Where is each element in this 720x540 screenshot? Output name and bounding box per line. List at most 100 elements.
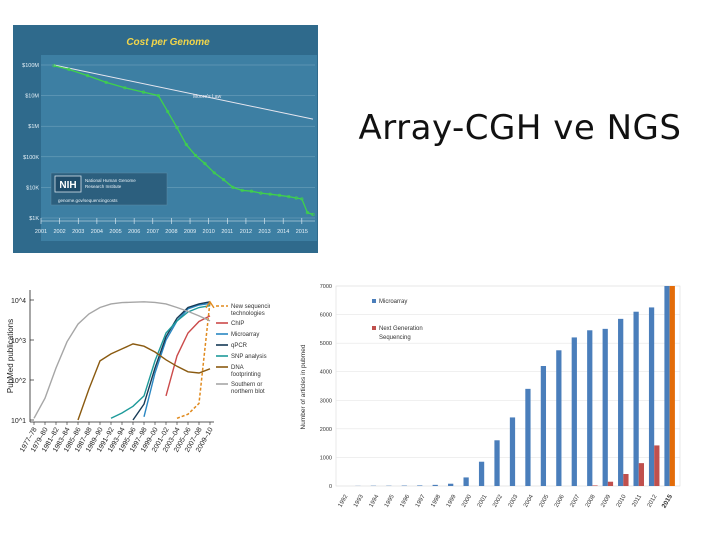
data-point [194,153,198,158]
data-point [166,110,170,114]
x-tick-label: 2014 [277,229,289,235]
y-tick-label: 6000 [320,313,332,319]
legend-label: Next Generation Sequencing [379,326,423,341]
x-tick-label: 2002 [54,229,66,235]
legend-label: qPCR [231,343,248,349]
legend-swatch [372,299,376,303]
y-tick-label: $1K [29,216,39,222]
series-line [77,343,211,421]
data-point [141,90,146,94]
data-point [184,143,188,147]
y-axis-label: PubMed publications [6,319,15,393]
bar-microarray [540,366,547,486]
plot-area [41,55,317,241]
data-point [67,67,71,71]
arrowhead [205,300,215,309]
x-tick-label: 2008 [165,229,177,235]
y-tick-label: $1M [28,124,39,130]
data-point [212,171,216,175]
bar-microarray [509,417,516,486]
bar-microarray [571,337,577,486]
data-point [203,161,207,166]
x-tick-label: 2011 [221,229,233,235]
data-point [175,126,179,130]
cost-per-genome-chart: Cost per Genome $100M $10M $1M $100K $10K $1K… [13,25,318,253]
y-tick-label: 10^2 [11,378,26,385]
x-tick-label: 2012 [240,229,252,235]
x-tick-label: 2009 [184,229,196,235]
y-tick-label: $10M [25,94,39,100]
bar-microarray [478,461,485,486]
legend-label: Microarray [379,299,407,305]
bar-microarray [432,484,438,486]
y-tick-label: 3000 [320,398,332,404]
bar-ngs [623,474,629,486]
data-point [300,197,304,201]
chart-title: Cost per Genome [126,37,210,48]
x-tick-label: 2013 [258,229,270,235]
data-point [156,93,160,98]
series-line [110,305,211,419]
data-point [85,74,90,78]
logo-url: genome.gov/sequencingcosts [58,198,118,203]
legend-label: Microarray [231,332,259,338]
data-point [311,212,315,217]
series-line-dashed [176,301,211,420]
legend-swatch [372,326,376,330]
bar-microarray [463,477,469,486]
bar-microarray [618,318,624,486]
bar-microarray [664,286,670,486]
y-tick-label: 0 [329,484,332,490]
y-axis-label: Number of articles in pubmed [300,344,307,429]
x-tick-label: 2007 [147,229,159,235]
bar-microarray [587,330,593,486]
x-tick-label: 2004 [91,229,103,235]
cost-per-genome-line [53,65,314,216]
data-point [287,195,291,199]
nih-logo-text: NIH [59,180,76,191]
plot-area [335,285,681,487]
x-tick-label: 2015 [296,229,308,235]
data-point [294,196,298,200]
slide-title: Array-CGH ve NGS [358,108,682,148]
x-tick-label: 2011 [631,493,643,508]
y-tick-label: $100K [23,155,39,161]
data-point [123,86,127,90]
bar-microarray [448,483,454,486]
data-point [277,193,282,197]
x-tick-label: 2010 [203,229,215,235]
data-point [268,192,272,196]
svg-text:Research Institute: Research Institute [85,184,122,189]
data-point [104,80,108,85]
data-point [305,211,310,215]
y-tick-label: 2000 [320,427,332,433]
legend-label: New sequencingtechnologies [231,304,270,317]
data-point [249,189,254,193]
x-tick-label: 2001 [35,229,47,235]
bar-ngs [654,445,660,486]
series-line [33,301,211,419]
legend-label: DNA footprinting [231,365,261,378]
bar-ngs [607,481,614,486]
y-tick-label: 10^3 [11,338,26,345]
pubmed-publications-chart: PubMed publications 10^410^310^210^1 197… [4,282,270,478]
bar-microarray [633,311,639,486]
data-point [259,191,263,195]
x-tick-label: 2003 [72,229,84,235]
series-line [165,315,211,397]
y-tick-label: $100M [22,63,39,69]
data-point [221,177,226,182]
bar-ngs [592,485,598,486]
legend-label: SNP analysis [231,354,267,360]
nih-logo: NIH National Human Genome Research Insti… [50,172,168,206]
y-tick-label: 1000 [320,455,332,461]
y-tick-label: $10K [26,185,39,191]
bar-microarray [602,328,608,486]
y-tick-label: 5000 [320,341,332,347]
bar-microarray [556,350,562,486]
x-tick-label: 2006 [128,229,140,235]
y-tick-label: 7000 [320,284,332,290]
legend-label: Southern or northern blot [231,382,265,395]
bar-microarray [525,388,531,486]
data-point [240,188,244,192]
